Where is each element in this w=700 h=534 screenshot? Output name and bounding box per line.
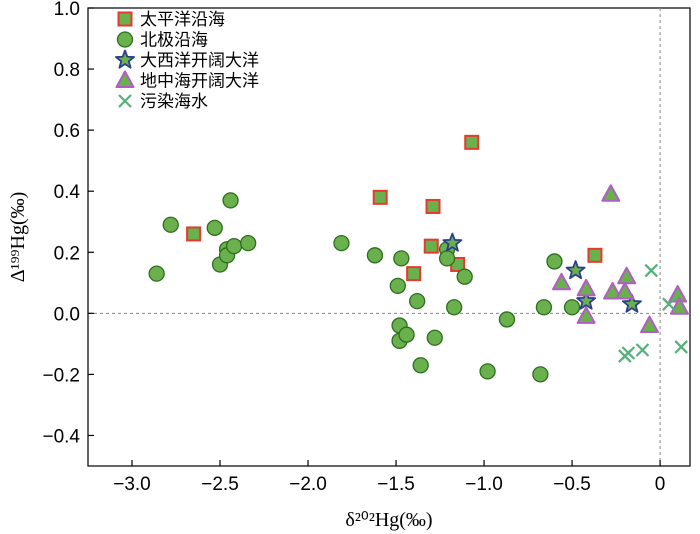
series-square	[186, 134, 603, 282]
data-point-circle	[162, 216, 179, 233]
data-point-circle	[412, 357, 429, 374]
data-point-triangle	[603, 281, 623, 300]
legend-label: 污染海水	[140, 92, 208, 112]
data-point-square	[425, 198, 441, 214]
data-point-triangle	[576, 278, 596, 297]
x-tick-label: −1.0	[465, 474, 503, 495]
data-point-circle	[563, 299, 581, 316]
y-tick-label: 0.2	[54, 243, 80, 264]
series-x	[618, 263, 688, 363]
data-point-circle	[445, 299, 463, 316]
data-point-star	[621, 293, 642, 313]
data-point-square	[186, 226, 202, 242]
y-tick-label: −0.2	[42, 365, 80, 386]
series-circle	[148, 192, 581, 383]
data-point-circle	[426, 329, 443, 346]
data-point-x	[674, 340, 688, 354]
data-point-circle	[333, 234, 350, 252]
data-marks	[148, 134, 689, 383]
y-tick-label: 1.0	[54, 0, 80, 20]
data-point-circle	[222, 192, 239, 209]
data-point-star	[576, 290, 597, 310]
y-tick-label: 0.4	[54, 182, 81, 203]
data-point-x	[635, 343, 650, 357]
y-tick-label: 0.8	[54, 60, 80, 81]
y-tick-label: 0.6	[54, 121, 80, 142]
plot-area	[87, 7, 691, 467]
y-axis: −0.4 −0.2 0.0 0.2 0.4 0.6 0.8 1.0	[42, 0, 94, 447]
data-point-circle	[479, 363, 496, 380]
data-point-triangle	[615, 281, 635, 300]
data-point-circle	[389, 277, 406, 295]
data-point-circle	[398, 326, 415, 343]
y-axis-label: Δ¹⁹⁹Hg(‰)	[7, 192, 29, 283]
data-point-x	[621, 346, 636, 360]
data-point-circle	[535, 299, 553, 316]
data-point-triangle	[601, 184, 621, 202]
data-point-triangle	[552, 272, 572, 291]
y-tick-label: −0.4	[42, 426, 80, 447]
legend-label: 地中海开阔大洋	[140, 72, 259, 92]
x-tick-label: −2.0	[289, 474, 327, 495]
data-point-triangle	[576, 306, 596, 324]
data-point-square	[587, 247, 603, 263]
data-point-square	[423, 238, 439, 254]
data-point-triangle	[640, 315, 660, 334]
data-point-square	[464, 134, 480, 150]
legend-marker-circle	[116, 31, 134, 48]
data-point-circle	[225, 238, 243, 255]
data-point-circle	[366, 247, 384, 264]
data-point-x	[662, 297, 676, 311]
legend-label: 大西洋开阔大洋	[140, 51, 259, 71]
legend-label: 北极沿海	[140, 31, 208, 51]
legend-label: 太平洋沿海	[140, 10, 225, 30]
legend-marker-triangle	[115, 70, 135, 88]
x-tick-label: −2.5	[201, 474, 239, 495]
x-tick-label: −0.5	[553, 474, 591, 495]
data-point-circle	[393, 250, 410, 267]
series-triangle	[552, 184, 689, 334]
data-point-star	[565, 260, 586, 280]
data-point-circle	[498, 311, 516, 328]
legend-marker-square	[117, 11, 133, 27]
plot-frame	[87, 7, 691, 467]
data-point-circle	[546, 253, 563, 270]
data-point-circle	[409, 292, 426, 310]
series-star	[442, 232, 642, 313]
data-point-triangle	[668, 285, 688, 303]
data-point-square	[372, 189, 388, 205]
x-tick-label: −3.0	[113, 474, 151, 495]
data-point-circle	[148, 265, 165, 282]
legend-marker-star	[115, 49, 135, 69]
data-point-circle	[532, 366, 549, 383]
data-point-star	[442, 232, 463, 252]
data-point-triangle	[617, 266, 637, 285]
data-point-circle	[456, 268, 473, 285]
data-point-square	[406, 266, 422, 282]
x-axis-label: δ²⁰²Hg(‰)	[345, 509, 432, 531]
data-point-x	[644, 263, 659, 278]
x-tick-label: 0	[655, 474, 666, 495]
x-tick-label: −1.5	[377, 474, 415, 495]
data-point-circle	[240, 234, 257, 252]
x-axis: −3.0 −2.5 −2.0 −1.5 −1.0 −0.5 0	[113, 460, 665, 495]
legend-marker-x	[118, 94, 132, 108]
data-point-circle	[438, 250, 456, 267]
data-point-circle	[206, 219, 223, 236]
y-tick-label: 0.0	[54, 304, 80, 325]
